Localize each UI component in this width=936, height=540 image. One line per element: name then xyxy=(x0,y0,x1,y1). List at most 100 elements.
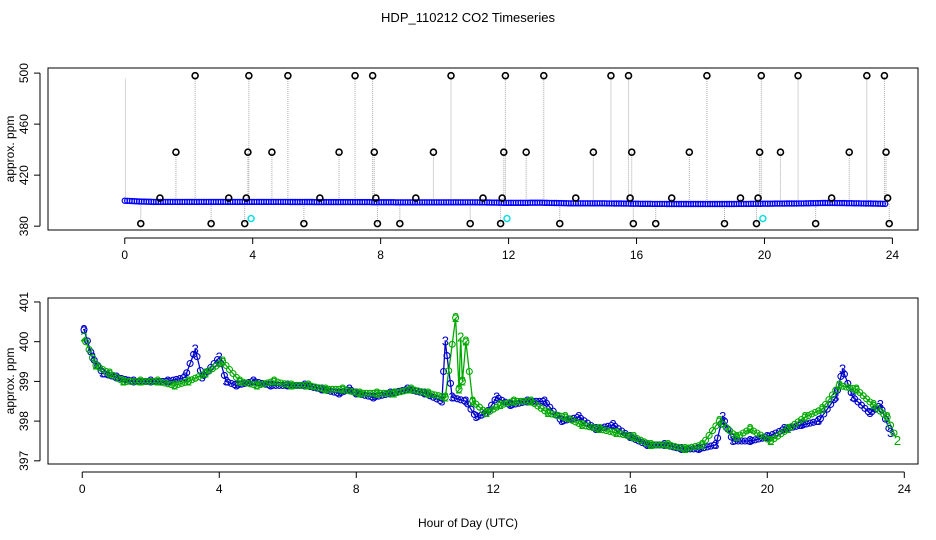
series-point-2 xyxy=(191,374,199,382)
series-point-2 xyxy=(578,421,586,429)
series-glyph-2: 2 xyxy=(322,381,329,396)
series-point-2 xyxy=(657,441,665,449)
top-panel: approx. ppm 0 4 8 12 16 20 24 380 420 460 500 xyxy=(3,63,919,262)
spike-point xyxy=(589,148,598,156)
series-point-2 xyxy=(386,389,395,397)
series-point-2 xyxy=(667,442,675,450)
series-point-2 xyxy=(626,432,634,440)
series-point-2 xyxy=(400,387,408,395)
series-glyph-2: 2 xyxy=(305,377,312,392)
series-point-2 xyxy=(123,377,131,385)
series-point-2 xyxy=(345,387,353,395)
series-point-2 xyxy=(359,389,367,397)
series-point-2 xyxy=(465,367,473,376)
series-point-2 xyxy=(236,377,244,385)
series-glyph-2: 2 xyxy=(219,354,226,369)
series-point-2 xyxy=(410,386,419,394)
spike-point xyxy=(555,219,564,228)
series-glyph-2: 2 xyxy=(288,377,295,392)
series-glyph-2: 2 xyxy=(836,377,843,392)
spike-point xyxy=(499,148,508,156)
series-point-2 xyxy=(380,389,388,397)
series-point-3 xyxy=(751,436,759,444)
series-point-2 xyxy=(500,400,508,408)
series-point-2 xyxy=(890,429,898,437)
series-point-2 xyxy=(684,444,693,452)
spike-point xyxy=(885,219,894,228)
series-point-2 xyxy=(520,397,528,405)
series-point-3 xyxy=(731,437,739,445)
spike-point xyxy=(268,148,276,156)
series-glyph-2: 2 xyxy=(92,358,99,373)
series-point-2 xyxy=(458,377,466,385)
series-glyph-2: 2 xyxy=(425,385,432,400)
series-point-3 xyxy=(518,398,526,406)
series-point-2 xyxy=(126,377,134,385)
series-glyph-3: 3 xyxy=(233,377,240,392)
series-point-3 xyxy=(844,379,852,387)
series-point-3 xyxy=(864,408,872,416)
series-point-2 xyxy=(708,427,717,435)
series-point-2 xyxy=(695,442,703,450)
baseline-point xyxy=(882,200,889,207)
series-point-2 xyxy=(284,381,292,389)
x-tick-label: 24 xyxy=(898,482,912,496)
series-point-2 xyxy=(592,424,600,432)
series-point-2 xyxy=(702,436,710,444)
series-point-2 xyxy=(643,439,651,447)
series-point-2 xyxy=(421,388,429,397)
series-glyph-2: 2 xyxy=(459,373,466,388)
series-point-2 xyxy=(842,383,850,391)
spike-point xyxy=(752,219,761,228)
series-point-2 xyxy=(198,371,206,379)
series-point-3 xyxy=(440,367,448,376)
series-glyph-2: 2 xyxy=(527,393,534,408)
series-point-2 xyxy=(544,409,552,417)
spike-point xyxy=(284,71,292,80)
series-point-2 xyxy=(349,388,357,396)
series-glyph-3: 3 xyxy=(80,322,87,337)
series-point-3 xyxy=(80,326,88,334)
series-point-2 xyxy=(832,386,840,394)
spike-point xyxy=(156,194,164,202)
series-point-3 xyxy=(368,393,376,401)
series-point-3 xyxy=(104,371,112,379)
series-point-2 xyxy=(482,409,490,417)
series-glyph-2: 2 xyxy=(462,334,469,349)
spike-point xyxy=(827,194,836,202)
series-point-2 xyxy=(263,379,271,387)
spike-point xyxy=(880,71,889,80)
series-point-2 xyxy=(828,391,836,399)
series-glyph-3: 3 xyxy=(541,393,548,408)
figure-title: HDP_110212 CO2 Timeseries xyxy=(381,10,555,25)
series-point-3 xyxy=(830,396,838,404)
spike-point xyxy=(626,194,634,202)
spike-point xyxy=(207,219,215,228)
series-point-2 xyxy=(181,378,189,386)
series-point-2 xyxy=(595,425,604,433)
series-point-3 xyxy=(470,410,478,419)
series-point-2 xyxy=(184,377,192,385)
series-point-2 xyxy=(431,391,439,399)
series-glyph-3: 3 xyxy=(815,413,822,428)
series-point-2 xyxy=(818,405,826,413)
series-point-2 xyxy=(506,398,514,406)
series-glyph-2: 2 xyxy=(120,373,127,388)
series-glyph-3: 3 xyxy=(877,397,884,412)
series-point-2 xyxy=(332,385,340,393)
x-tick-label: 0 xyxy=(79,482,86,496)
series-point-3 xyxy=(827,400,835,408)
spike-point xyxy=(368,71,377,80)
series-point-2 xyxy=(102,367,110,376)
series-point-2 xyxy=(589,423,597,432)
series-glyph-2: 2 xyxy=(681,441,688,456)
spike-point xyxy=(811,219,820,228)
series-point-3 xyxy=(443,352,451,360)
spike-point xyxy=(882,148,890,156)
series-point-2 xyxy=(513,397,521,405)
series-point-2 xyxy=(150,377,158,385)
series-glyph-3: 3 xyxy=(181,369,188,384)
spike-point xyxy=(685,148,694,156)
series-point-3 xyxy=(741,437,749,445)
series-point-2 xyxy=(637,436,645,444)
